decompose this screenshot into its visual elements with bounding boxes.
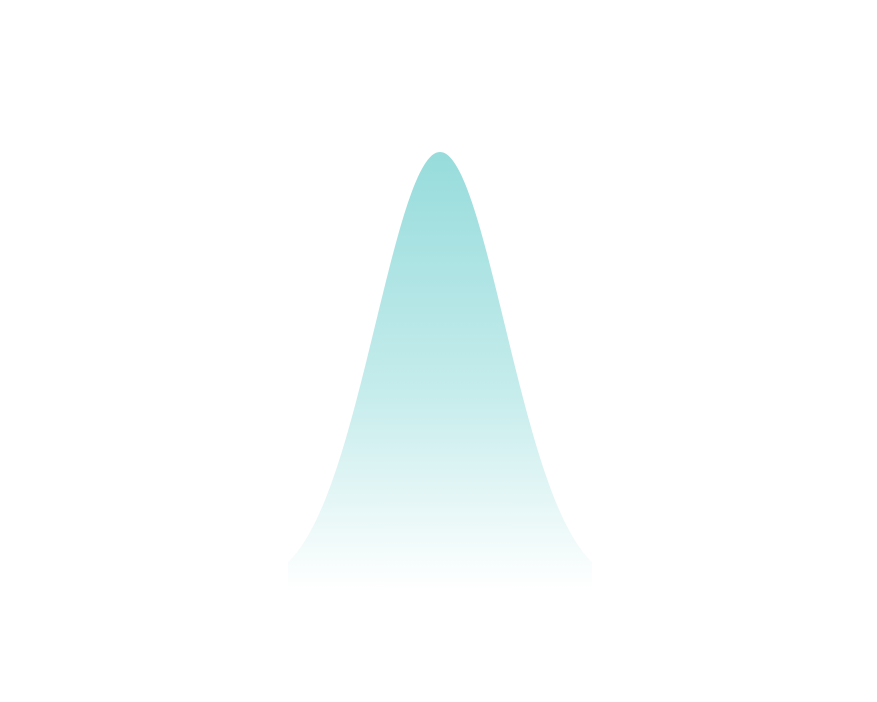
bell-curve-shape: [288, 152, 592, 590]
